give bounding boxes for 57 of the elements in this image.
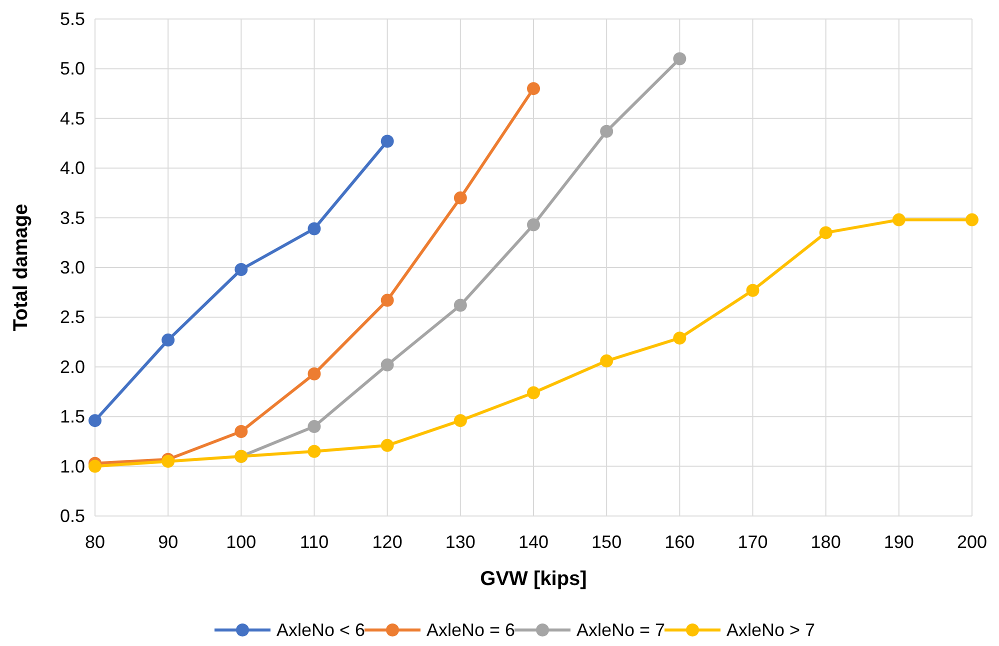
x-tick-label: 120 <box>372 532 402 552</box>
y-tick-label: 1.5 <box>60 406 85 427</box>
point <box>234 262 248 276</box>
x-tick-label: 110 <box>300 532 329 552</box>
x-axis-title: GVW [kips] <box>480 568 587 590</box>
x-tick-label: 80 <box>84 532 106 552</box>
y-tick-label: 4.5 <box>60 108 85 128</box>
point <box>600 354 614 368</box>
point <box>673 332 686 345</box>
y-tick-label: 5.5 <box>60 9 85 29</box>
point <box>819 226 832 240</box>
legend-label: AxleNo = 7 <box>576 620 666 640</box>
x-tick-label: 140 <box>518 532 549 552</box>
point <box>746 284 760 297</box>
x-tick-label: 190 <box>884 532 914 552</box>
point <box>600 124 614 138</box>
y-tick-label: 2.5 <box>60 307 85 328</box>
point <box>527 82 540 96</box>
x-tick-label: 150 <box>592 532 622 552</box>
y-tick-label: 1.0 <box>60 456 85 476</box>
point <box>673 52 686 66</box>
y-tick-label: 4.0 <box>60 158 85 178</box>
point <box>234 425 248 438</box>
x-tick-label: 130 <box>445 532 476 552</box>
x-tick-label: 170 <box>738 532 768 552</box>
point <box>380 134 394 148</box>
y-tick-label: 5.0 <box>60 58 85 79</box>
point <box>966 213 978 226</box>
point <box>380 438 394 452</box>
legend-label: AxleNo < 6 <box>276 620 366 640</box>
point <box>308 222 321 236</box>
point <box>892 213 906 226</box>
x-tick-label: 90 <box>158 532 178 552</box>
y-tick-label: 0.5 <box>60 506 85 526</box>
point <box>308 444 321 458</box>
y-tick-label: 3.5 <box>60 208 85 228</box>
point <box>527 386 540 400</box>
point <box>162 334 175 347</box>
y-tick-label: 3.0 <box>60 258 85 278</box>
point <box>88 460 102 473</box>
x-tick-label: 160 <box>664 532 695 552</box>
point <box>308 420 321 434</box>
y-axis-title: Total damage <box>10 204 32 332</box>
point <box>454 298 467 312</box>
point <box>527 218 540 232</box>
point <box>454 191 467 204</box>
legend-label: AxleNo > 7 <box>726 620 816 640</box>
point <box>308 367 321 380</box>
point <box>380 294 394 307</box>
point <box>380 358 394 372</box>
point <box>88 414 102 428</box>
point <box>454 414 467 428</box>
x-tick-label: 200 <box>956 532 988 552</box>
y-tick-label: 2.0 <box>60 356 85 377</box>
x-tick-label: 100 <box>226 532 256 552</box>
x-tick-label: 180 <box>810 532 841 552</box>
legend-label: AxleNo = 6 <box>426 620 516 640</box>
